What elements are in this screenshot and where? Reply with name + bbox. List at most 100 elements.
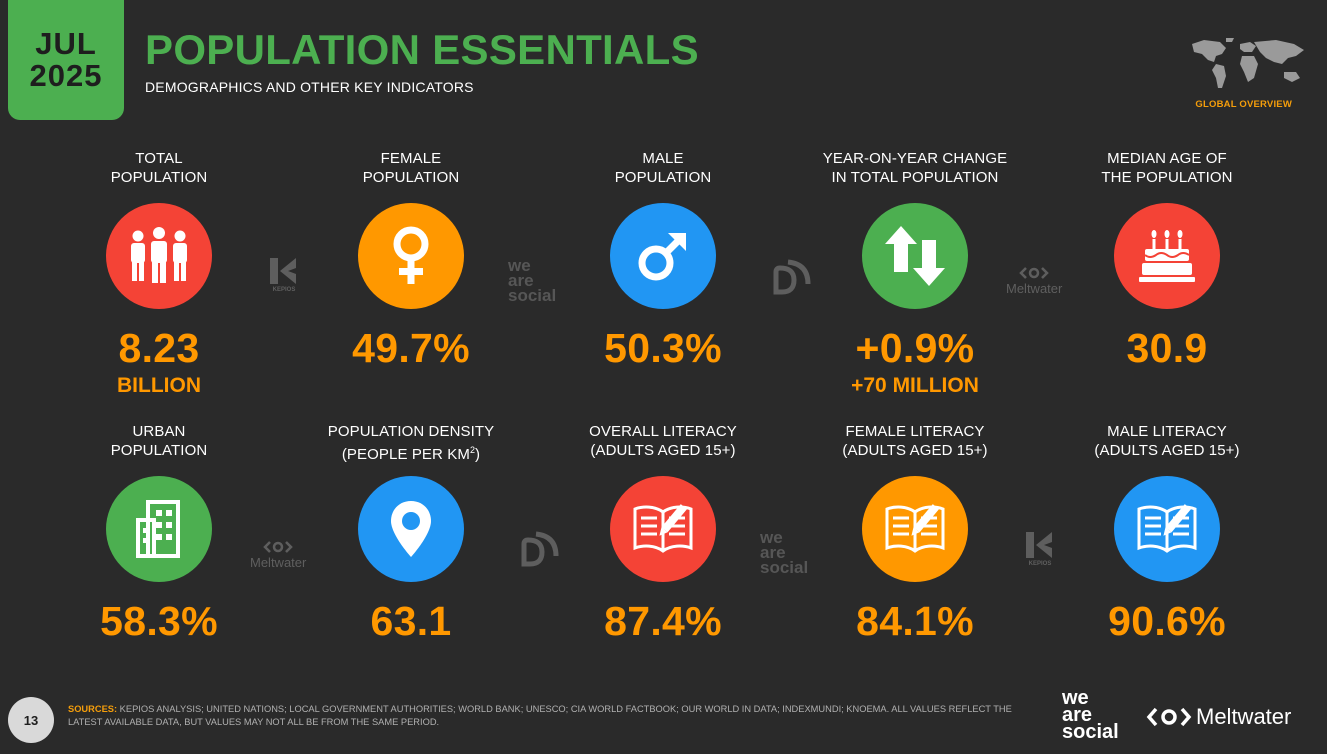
stat-label: TOTAL POPULATION — [111, 149, 208, 189]
logo-word: we — [508, 256, 531, 275]
location-pin-icon — [358, 476, 464, 582]
meltwater-logo: Meltwater — [250, 540, 306, 570]
global-overview-badge: GLOBAL OVERVIEW — [1195, 99, 1292, 110]
stat-label-line: POPULATION — [110, 442, 208, 459]
stat-value: 87.4% — [604, 598, 722, 644]
stat-label-line: MEDIAN AGE OF — [1107, 150, 1227, 167]
world-map-icon — [1192, 38, 1304, 88]
logo-word: are — [1062, 704, 1093, 726]
stat-label: OVERALL LITERACY (ADULTS AGED 15+) — [589, 422, 737, 462]
page-number: 13 — [8, 697, 54, 743]
stat-label-line: (ADULTS AGED 15+) — [1094, 442, 1240, 459]
open-book-icon — [862, 476, 968, 582]
stat-label-line: MALE — [642, 150, 684, 167]
stat-label: FEMALE POPULATION — [363, 149, 460, 189]
stat-label: MEDIAN AGE OF THE POPULATION — [1101, 149, 1232, 189]
kepios-logo: KEPIOS — [1024, 530, 1056, 567]
stat-label-text: (PEOPLE PER KM — [341, 446, 470, 463]
stat-label: FEMALE LITERACY (ADULTS AGED 15+) — [842, 422, 987, 462]
meltwater-logo-text: Meltwater — [1006, 281, 1063, 296]
stat-label-line: (ADULTS AGED 15+) — [590, 442, 736, 459]
date-month: JUL — [35, 26, 97, 62]
stat-label-line: POPULATION — [362, 169, 460, 186]
stat-label-line: URBAN — [132, 423, 186, 440]
date-year: 2025 — [29, 58, 103, 93]
up-down-arrows-icon — [862, 203, 968, 309]
stat-male-literacy: MALE LITERACY (ADULTS AGED 15+) 90.6% — [1047, 422, 1287, 645]
logo-word: social — [508, 286, 557, 305]
datareportal-logo — [770, 258, 812, 296]
stat-label: MALE POPULATION — [615, 149, 712, 189]
people-icon — [106, 203, 212, 309]
stat-label-line: FEMALE LITERACY — [845, 423, 985, 440]
we-are-social-logo: we are social — [508, 256, 557, 305]
stat-subvalue: +70 MILLION — [851, 374, 979, 397]
logo-word: we — [760, 528, 783, 547]
datareportal-logo — [518, 530, 560, 568]
stat-label-line: OVERALL LITERACY — [589, 423, 737, 440]
stat-label-line: MALE LITERACY — [1107, 423, 1227, 440]
meltwater-mark-icon — [1019, 267, 1049, 279]
stat-label-superscript: 2 — [469, 445, 476, 455]
stat-subvalue: BILLION — [117, 374, 201, 397]
date-badge: JUL 2025 — [8, 0, 124, 120]
stat-value: 49.7% — [352, 325, 470, 371]
city-building-icon — [106, 476, 212, 582]
sources-note: SOURCES: KEPIOS ANALYSIS; UNITED NATIONS… — [68, 703, 1038, 729]
kepios-logo-text: KEPIOS — [1028, 561, 1052, 567]
kepios-mark-icon — [270, 258, 296, 284]
stat-total-population: TOTAL POPULATION 8.23 BILLION — [39, 149, 279, 398]
open-book-icon — [610, 476, 716, 582]
stat-value: 58.3% — [100, 598, 218, 644]
open-book-icon — [1114, 476, 1220, 582]
stat-label-line: YEAR-ON-YEAR CHANGE — [822, 150, 1008, 167]
stat-label-line: POPULATION — [614, 169, 712, 186]
kepios-logo-text: KEPIOS — [272, 287, 296, 293]
stat-label: MALE LITERACY (ADULTS AGED 15+) — [1094, 422, 1239, 462]
sources-text: KEPIOS ANALYSIS; UNITED NATIONS; LOCAL G… — [68, 704, 1012, 727]
stat-label-line: (ADULTS AGED 15+) — [842, 442, 988, 459]
stat-label-text: ) — [475, 446, 481, 463]
stat-yoy-change: YEAR-ON-YEAR CHANGE IN TOTAL POPULATION … — [795, 149, 1035, 398]
meltwater-footer-logo: Meltwater — [1146, 704, 1291, 730]
stat-label: URBAN POPULATION — [111, 422, 208, 462]
stat-value: 90.6% — [1108, 598, 1226, 644]
stat-population-density: POPULATION DENSITY (PEOPLE PER KM2) 63.1 — [291, 422, 531, 645]
stat-label-line: FEMALE — [380, 150, 442, 167]
stat-value: 30.9 — [1126, 325, 1208, 371]
kepios-logo: KEPIOS — [268, 256, 300, 293]
stat-male-population: MALE POPULATION 50.3% — [543, 149, 783, 372]
meltwater-logo: Meltwater — [1006, 266, 1062, 296]
female-symbol-icon — [358, 203, 464, 309]
stat-label-line: THE POPULATION — [1101, 169, 1233, 186]
logo-word: social — [1062, 721, 1119, 743]
we-are-social-logo: we are social — [760, 528, 809, 577]
stat-female-literacy: FEMALE LITERACY (ADULTS AGED 15+) 84.1% — [795, 422, 1035, 645]
stat-urban-population: URBAN POPULATION 58.3% — [39, 422, 279, 645]
stat-female-population: FEMALE POPULATION 49.7% — [291, 149, 531, 372]
datareportal-icon — [773, 259, 811, 295]
stat-label: YEAR-ON-YEAR CHANGE IN TOTAL POPULATION — [823, 149, 1007, 189]
stat-label: POPULATION DENSITY (PEOPLE PER KM2) — [327, 422, 495, 463]
stat-label-line: POPULATION — [110, 169, 208, 186]
sources-label: SOURCES: — [68, 704, 118, 714]
page-subtitle: DEMOGRAPHICS AND OTHER KEY INDICATORS — [145, 79, 474, 95]
logo-word: we — [1062, 687, 1089, 709]
we-are-social-footer-logo: we are social — [1062, 687, 1119, 743]
stat-label-line: TOTAL — [135, 150, 183, 167]
stat-label-line: IN TOTAL POPULATION — [831, 169, 999, 186]
logo-word: are — [508, 271, 534, 290]
meltwater-mark-icon — [1146, 707, 1192, 727]
meltwater-mark-icon — [263, 541, 293, 553]
stat-value: 50.3% — [604, 325, 722, 371]
birthday-cake-icon — [1114, 203, 1220, 309]
meltwater-footer-text: Meltwater — [1196, 704, 1292, 729]
stat-value: 8.23 — [118, 325, 200, 371]
stat-median-age: MEDIAN AGE OF THE POPULATION 30.9 — [1047, 149, 1287, 372]
stat-value: +0.9% — [855, 325, 975, 371]
male-symbol-icon — [610, 203, 716, 309]
stat-label-line: POPULATION DENSITY — [327, 423, 495, 440]
stat-overall-literacy: OVERALL LITERACY (ADULTS AGED 15+) 87.4% — [543, 422, 783, 645]
logo-word: social — [760, 558, 809, 577]
stat-value: 84.1% — [856, 598, 974, 644]
